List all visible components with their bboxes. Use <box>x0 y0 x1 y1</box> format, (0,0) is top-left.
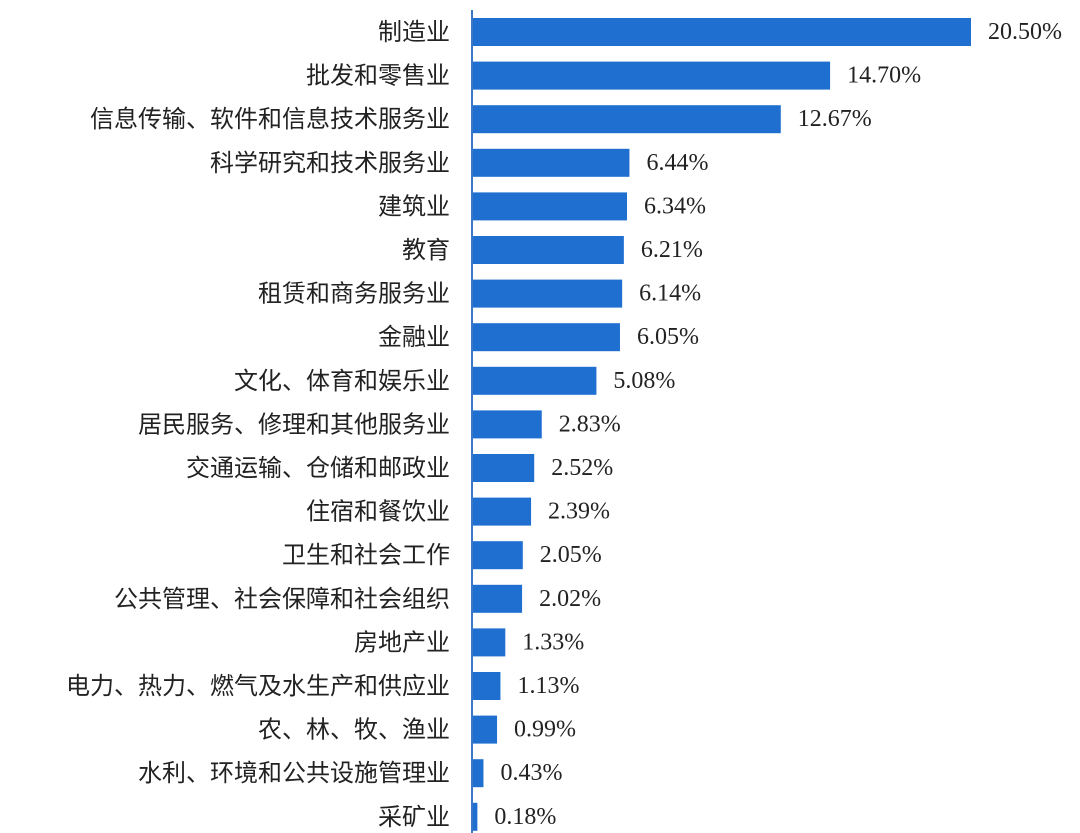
category-label: 制造业 <box>378 18 450 46</box>
value-label: 6.34% <box>644 193 706 219</box>
value-label: 0.99% <box>514 717 576 743</box>
category-label: 水利、环境和公共设施管理业 <box>138 759 450 787</box>
value-label: 0.18% <box>494 804 556 830</box>
value-label: 20.50% <box>988 19 1062 45</box>
category-label: 文化、体育和娱乐业 <box>234 367 450 395</box>
bars <box>473 18 971 831</box>
bar <box>473 323 620 352</box>
bar <box>473 105 781 134</box>
category-label: 居民服务、修理和其他服务业 <box>138 410 450 438</box>
value-label: 5.08% <box>613 368 675 394</box>
value-label: 2.05% <box>540 542 602 568</box>
bar <box>473 279 623 308</box>
value-label: 2.02% <box>539 586 601 612</box>
bar <box>473 541 523 570</box>
value-label: 6.05% <box>637 324 699 350</box>
category-label: 批发和零售业 <box>306 62 450 90</box>
category-label: 金融业 <box>378 323 450 351</box>
bar <box>473 366 597 395</box>
value-label: 14.70% <box>847 63 921 89</box>
bar <box>473 18 971 46</box>
bar <box>473 236 624 264</box>
category-label: 公共管理、社会保障和社会组织 <box>114 585 450 613</box>
value-label: 1.13% <box>517 673 579 699</box>
category-label: 教育 <box>402 236 450 264</box>
value-label: 0.43% <box>500 760 562 786</box>
value-label: 2.52% <box>551 455 613 481</box>
category-label: 农、林、牧、渔业 <box>258 716 450 744</box>
value-label: 2.83% <box>559 411 621 437</box>
bar <box>473 672 501 700</box>
bar <box>473 715 498 744</box>
category-label: 科学研究和技术服务业 <box>210 149 450 177</box>
category-label: 交通运输、仓储和邮政业 <box>186 454 450 482</box>
category-label: 电力、热力、燃气及水生产和供应业 <box>66 672 450 700</box>
category-label: 采矿业 <box>378 803 450 831</box>
bar <box>473 61 831 90</box>
category-label: 租赁和商务服务业 <box>258 280 450 308</box>
value-label: 6.21% <box>641 237 703 263</box>
value-label: 6.14% <box>639 281 701 307</box>
category-label: 建筑业 <box>378 192 450 220</box>
value-labels: 20.50% 14.70% 12.67% 6.44% 6.34% 6.21% 6.14% 6.… <box>494 19 1062 830</box>
category-label: 卫生和社会工作 <box>282 541 450 569</box>
category-label: 房地产业 <box>354 628 450 656</box>
value-label: 12.67% <box>798 106 872 132</box>
category-labels: 制造业批发和零售业信息传输、软件和信息技术服务业科学研究和技术服务业建筑业教育租… <box>66 18 450 831</box>
bar <box>473 497 532 526</box>
bar <box>473 410 542 439</box>
value-label: 6.44% <box>646 150 708 176</box>
bar <box>473 148 630 177</box>
bar <box>473 192 628 221</box>
bar <box>473 802 478 831</box>
bar <box>473 454 535 482</box>
bar <box>473 584 523 613</box>
bar <box>473 628 506 657</box>
category-label: 信息传输、软件和信息技术服务业 <box>90 105 450 133</box>
bar <box>473 759 484 788</box>
category-label: 住宿和餐饮业 <box>306 498 450 526</box>
value-label: 1.33% <box>522 629 584 655</box>
value-label: 2.39% <box>548 499 610 525</box>
